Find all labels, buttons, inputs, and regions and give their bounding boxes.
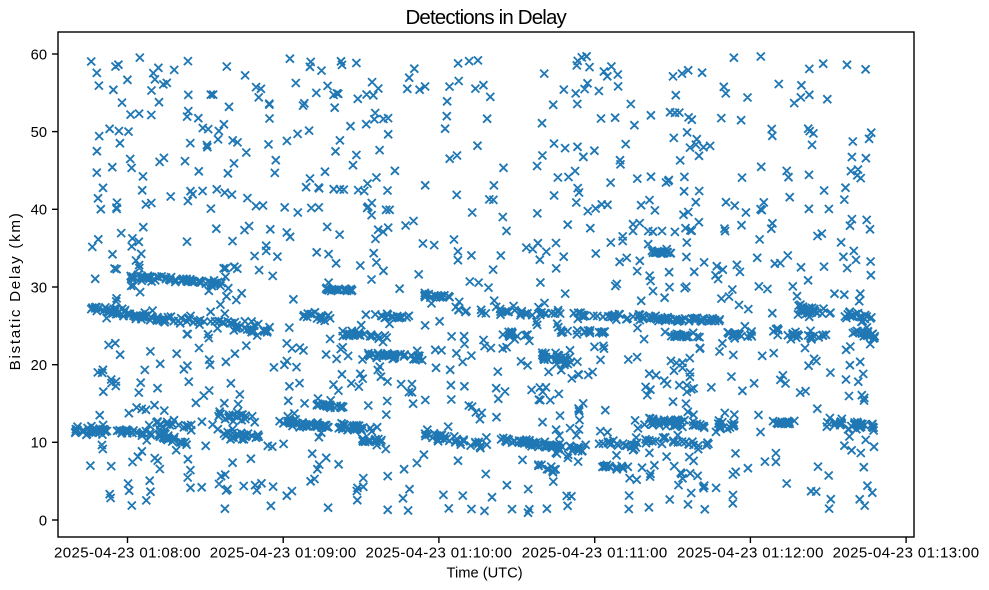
- svg-text:10: 10: [31, 436, 47, 452]
- svg-text:2025-04-23 01:09:00: 2025-04-23 01:09:00: [210, 545, 357, 562]
- svg-text:2025-04-23 01:08:00: 2025-04-23 01:08:00: [54, 545, 201, 562]
- svg-text:2025-04-23 01:12:00: 2025-04-23 01:12:00: [677, 545, 824, 562]
- svg-text:Bistatic Delay (km): Bistatic Delay (km): [7, 211, 24, 370]
- svg-text:40: 40: [31, 203, 47, 219]
- svg-text:60: 60: [31, 47, 47, 63]
- svg-text:30: 30: [31, 280, 47, 296]
- svg-text:0: 0: [39, 513, 47, 529]
- svg-text:20: 20: [31, 358, 47, 374]
- svg-text:50: 50: [31, 125, 47, 141]
- svg-text:2025-04-23 01:10:00: 2025-04-23 01:10:00: [365, 545, 512, 562]
- svg-text:2025-04-23 01:13:00: 2025-04-23 01:13:00: [833, 545, 980, 562]
- svg-text:2025-04-23 01:11:00: 2025-04-23 01:11:00: [522, 545, 668, 562]
- svg-text:Detections in Delay: Detections in Delay: [405, 6, 567, 29]
- svg-text:Time (UTC): Time (UTC): [447, 565, 523, 581]
